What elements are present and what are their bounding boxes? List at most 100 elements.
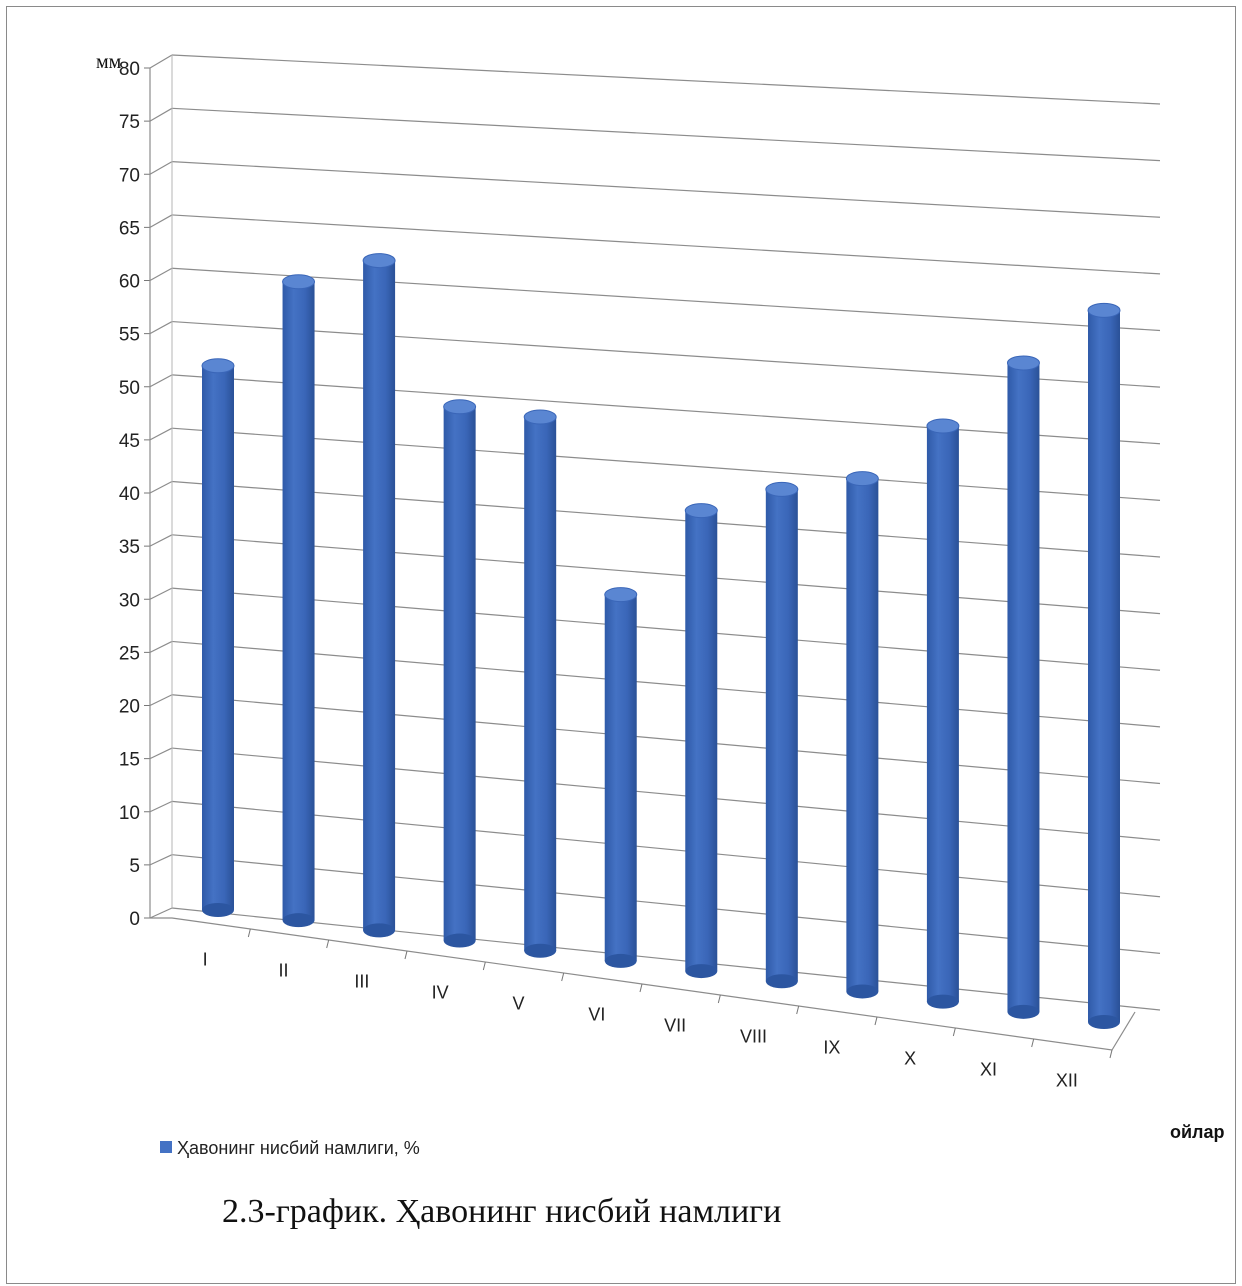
x-tick-mark-8: [874, 1016, 878, 1026]
y-tick-label-8: 40: [119, 484, 140, 505]
bar-body-II: [282, 281, 315, 921]
gridlines: [149, 54, 1161, 1011]
gridline-left-15: [149, 107, 173, 122]
legend-label: Ҳавонинг нисбий намлиги, %: [177, 1138, 420, 1158]
bar-I: [201, 358, 235, 917]
legend-swatch: [160, 1141, 172, 1153]
bar-base-II: [282, 913, 315, 928]
gridline-left-16: [149, 54, 173, 69]
gridline-back-1: [171, 854, 1161, 954]
x-tick-mark-5: [639, 983, 643, 993]
x-tick-mark-7: [796, 1005, 800, 1015]
legend: Ҳавонинг нисбий намлиги, %: [160, 1138, 420, 1158]
category-label-VI: VI: [588, 1005, 605, 1025]
gridline-back-12: [171, 267, 1161, 332]
bar-body-IV: [443, 406, 476, 941]
bar-IV: [443, 399, 477, 948]
category-label-IV: IV: [432, 983, 449, 1003]
category-label-VII: VII: [664, 1016, 686, 1036]
bar-top-I: [201, 358, 235, 374]
gridline-back-6: [171, 587, 1161, 671]
y-tick-label-0: 0: [129, 909, 140, 930]
bar-base-IV: [443, 933, 476, 948]
gridline-back-16: [171, 54, 1161, 105]
gridline-left-2: [149, 800, 173, 813]
bar-top-X: [926, 418, 960, 434]
y-tick-labels: 0 5 10 15 20 25 30 35 40 45 50 55 60 65 70 75 80: [119, 59, 140, 930]
gridline-back-11: [171, 320, 1161, 388]
bar-base-X: [926, 994, 959, 1009]
category-label-XI: XI: [980, 1060, 997, 1080]
y-tick-label-12: 60: [119, 272, 140, 293]
bar-body-XII: [1088, 310, 1120, 1022]
bar-body-VI: [604, 594, 637, 961]
x-tick-mark-2: [404, 950, 408, 960]
bar-body-VII: [685, 510, 718, 972]
y-tick-label-2: 10: [119, 803, 140, 824]
bar-XI: [1006, 355, 1040, 1019]
y-tick-label-16: 80: [119, 59, 140, 80]
category-label-VIII: VIII: [740, 1027, 767, 1047]
bar-top-II: [282, 274, 316, 290]
bar-top-XI: [1006, 355, 1040, 371]
bar-body-IX: [846, 478, 879, 992]
gridline-left-9: [149, 427, 173, 441]
gridline-left-14: [149, 161, 173, 175]
gridline-left-11: [149, 321, 173, 335]
y-tick-label-5: 25: [119, 643, 140, 664]
bar-top-IX: [845, 471, 879, 487]
bar-base-XI: [1007, 1004, 1040, 1019]
gridline-back-7: [171, 534, 1161, 615]
category-label-III: III: [354, 972, 369, 992]
y-tick-label-14: 70: [119, 165, 140, 186]
bar-V: [523, 409, 557, 958]
y-tick-label-1: 5: [129, 856, 140, 877]
bar-body-X: [926, 426, 959, 1002]
category-label-X: X: [904, 1049, 916, 1069]
gridline-back-0: [171, 907, 1161, 1011]
gridline-back-2: [171, 800, 1161, 898]
x-tick-mark-6: [717, 994, 721, 1004]
bar-II: [282, 274, 316, 928]
bar-top-VI: [604, 587, 638, 603]
bar-top-IV: [443, 399, 477, 415]
bar-base-V: [524, 943, 557, 958]
gridline-left-3: [149, 747, 173, 760]
gridline-left-10: [149, 374, 173, 388]
category-label-IX: IX: [823, 1038, 840, 1058]
bar-VII: [684, 503, 718, 979]
bar-top-VII: [684, 503, 718, 519]
bar-base-I: [202, 903, 234, 917]
bar-body-V: [524, 416, 557, 951]
bar-base-VI: [604, 953, 637, 968]
figure-caption: 2.3-график. Ҳавонинг нисбий намлиги: [222, 1193, 781, 1230]
category-label-II: II: [278, 961, 288, 981]
bar-III: [362, 253, 396, 938]
y-tick-label-6: 30: [119, 590, 140, 611]
x-tick-mark-3: [482, 961, 486, 971]
bar-top-VIII: [765, 481, 799, 497]
bar-body-III: [363, 260, 396, 931]
bar-base-VII: [685, 964, 718, 979]
bar-XII: [1087, 302, 1121, 1029]
y-tick-label-4: 20: [119, 697, 140, 718]
x-tick-mark-11: [1109, 1049, 1113, 1059]
y-tick-label-7: 35: [119, 537, 140, 558]
bar-top-XII: [1087, 302, 1121, 318]
gridline-left-13: [149, 214, 173, 228]
x-tick-mark-4: [561, 972, 565, 982]
gridline-left-0: [149, 907, 173, 919]
gridline-back-13: [171, 214, 1161, 275]
gridline-left-6: [149, 587, 173, 600]
bar-top-III: [362, 253, 396, 269]
bar-base-VIII: [765, 974, 798, 989]
gridline-left-12: [149, 267, 173, 282]
gridline-back-5: [171, 640, 1161, 728]
category-label-I: I: [203, 950, 208, 970]
bar-body-I: [202, 365, 234, 911]
y-tick-label-3: 15: [119, 750, 140, 771]
category-label-XII: XII: [1056, 1071, 1078, 1091]
bar-IX: [845, 471, 879, 999]
y-tick-label-15: 75: [119, 112, 140, 133]
